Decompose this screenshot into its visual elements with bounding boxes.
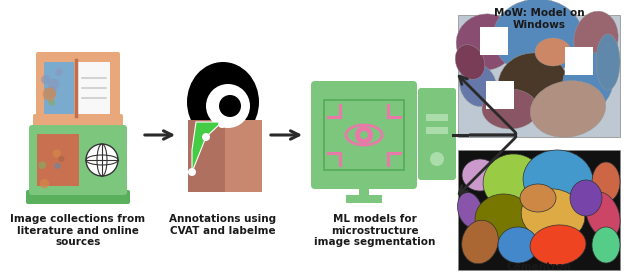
Ellipse shape: [596, 34, 620, 90]
Circle shape: [360, 131, 368, 139]
Ellipse shape: [482, 89, 538, 129]
Text: MoW: Model on
Windows: MoW: Model on Windows: [493, 8, 584, 30]
Ellipse shape: [521, 189, 585, 241]
Bar: [458, 15, 620, 137]
Bar: [426, 114, 448, 121]
Ellipse shape: [493, 0, 583, 75]
Bar: [325, 101, 403, 169]
FancyBboxPatch shape: [36, 52, 120, 124]
Ellipse shape: [592, 227, 620, 263]
Ellipse shape: [523, 150, 593, 210]
Circle shape: [45, 86, 56, 98]
Ellipse shape: [498, 227, 538, 263]
Text: ML models for
microstructure
image segmentation: ML models for microstructure image segme…: [314, 214, 436, 247]
FancyBboxPatch shape: [26, 190, 130, 204]
Ellipse shape: [574, 11, 618, 67]
Circle shape: [40, 179, 49, 188]
Ellipse shape: [462, 159, 498, 191]
Circle shape: [202, 133, 210, 141]
Bar: [37, 134, 79, 186]
Circle shape: [48, 79, 60, 90]
Ellipse shape: [531, 81, 605, 137]
Ellipse shape: [586, 192, 620, 238]
Ellipse shape: [563, 52, 613, 112]
Bar: [323, 99, 405, 171]
Ellipse shape: [461, 220, 499, 264]
Circle shape: [188, 168, 196, 176]
Bar: [225, 120, 262, 192]
Circle shape: [219, 95, 241, 117]
Ellipse shape: [570, 180, 602, 216]
FancyBboxPatch shape: [33, 114, 123, 132]
Text: Cementron: Cementron: [507, 262, 572, 272]
Circle shape: [430, 152, 444, 166]
Bar: [480, 27, 508, 55]
FancyBboxPatch shape: [418, 88, 456, 180]
Text: Image collections from
literature and online
sources: Image collections from literature and on…: [10, 214, 145, 247]
Circle shape: [54, 163, 61, 169]
Ellipse shape: [458, 192, 483, 228]
Circle shape: [356, 127, 372, 143]
Ellipse shape: [498, 53, 568, 117]
FancyBboxPatch shape: [29, 125, 127, 195]
Ellipse shape: [475, 194, 531, 242]
Ellipse shape: [530, 225, 586, 265]
Bar: [346, 195, 382, 203]
Circle shape: [49, 99, 55, 106]
Ellipse shape: [483, 154, 543, 210]
Ellipse shape: [535, 38, 571, 66]
Circle shape: [86, 144, 118, 176]
FancyBboxPatch shape: [311, 81, 417, 189]
Bar: [486, 81, 514, 109]
Circle shape: [38, 161, 46, 169]
Ellipse shape: [460, 64, 497, 107]
Bar: [188, 120, 262, 192]
Ellipse shape: [455, 45, 484, 79]
Ellipse shape: [456, 14, 516, 70]
Circle shape: [41, 75, 51, 85]
Circle shape: [206, 84, 250, 128]
Bar: [78, 62, 110, 114]
Bar: [44, 62, 74, 114]
Circle shape: [43, 87, 56, 101]
Polygon shape: [192, 122, 222, 172]
Bar: [426, 127, 448, 134]
Circle shape: [52, 149, 61, 158]
Ellipse shape: [187, 62, 259, 142]
Bar: [565, 47, 593, 75]
Circle shape: [55, 68, 63, 76]
Ellipse shape: [592, 162, 620, 202]
Ellipse shape: [520, 184, 556, 212]
Circle shape: [58, 156, 65, 162]
Circle shape: [218, 120, 226, 128]
Bar: [458, 150, 620, 270]
Bar: [359, 183, 369, 197]
Text: Annotations using
CVAT and labelme: Annotations using CVAT and labelme: [170, 214, 276, 235]
